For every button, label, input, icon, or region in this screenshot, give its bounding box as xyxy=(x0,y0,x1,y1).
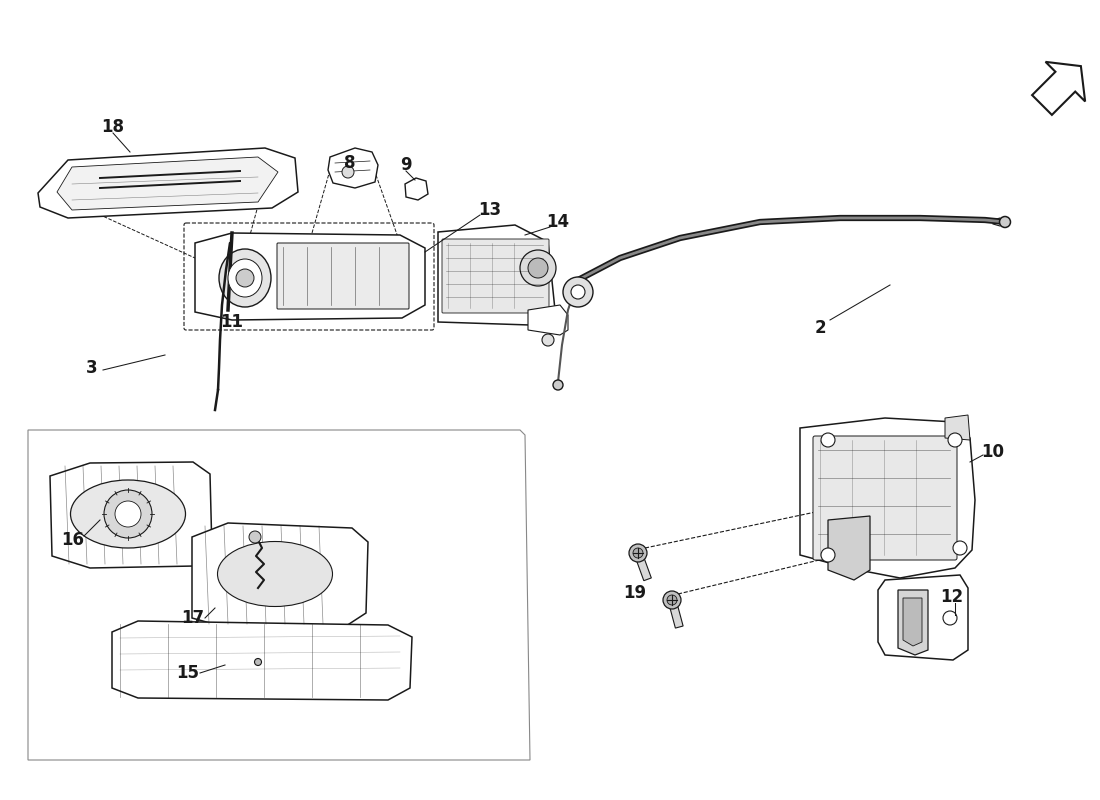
FancyBboxPatch shape xyxy=(277,243,409,309)
Circle shape xyxy=(563,277,593,307)
Circle shape xyxy=(249,531,261,543)
Circle shape xyxy=(663,591,681,609)
Circle shape xyxy=(542,334,554,346)
Circle shape xyxy=(1000,217,1011,227)
Circle shape xyxy=(528,258,548,278)
Polygon shape xyxy=(328,148,378,188)
Polygon shape xyxy=(800,418,975,578)
Ellipse shape xyxy=(70,480,186,548)
FancyBboxPatch shape xyxy=(442,239,549,313)
Circle shape xyxy=(632,548,644,558)
Text: 3: 3 xyxy=(86,359,98,377)
Polygon shape xyxy=(57,157,278,210)
Text: 12: 12 xyxy=(940,588,964,606)
Text: 9: 9 xyxy=(400,156,411,174)
Circle shape xyxy=(342,166,354,178)
Text: 18: 18 xyxy=(101,118,124,136)
Polygon shape xyxy=(828,516,870,580)
Polygon shape xyxy=(945,415,970,440)
Polygon shape xyxy=(39,148,298,218)
Circle shape xyxy=(948,433,962,447)
Polygon shape xyxy=(112,621,412,700)
Circle shape xyxy=(953,541,967,555)
Text: 11: 11 xyxy=(220,313,243,331)
Polygon shape xyxy=(405,178,428,200)
Polygon shape xyxy=(878,575,968,660)
Text: 17: 17 xyxy=(182,609,205,627)
Circle shape xyxy=(553,380,563,390)
Circle shape xyxy=(104,490,152,538)
Polygon shape xyxy=(898,590,928,655)
FancyBboxPatch shape xyxy=(813,436,957,560)
Polygon shape xyxy=(50,462,212,568)
Text: 10: 10 xyxy=(981,443,1004,461)
Polygon shape xyxy=(192,523,368,628)
Text: 2: 2 xyxy=(814,319,826,337)
Circle shape xyxy=(629,544,647,562)
Text: 19: 19 xyxy=(624,584,647,602)
Ellipse shape xyxy=(219,249,271,307)
Ellipse shape xyxy=(218,542,332,606)
Polygon shape xyxy=(528,305,568,335)
Circle shape xyxy=(821,433,835,447)
Text: 13: 13 xyxy=(478,201,502,219)
Circle shape xyxy=(254,658,262,666)
Circle shape xyxy=(571,285,585,299)
Polygon shape xyxy=(1032,62,1085,115)
Circle shape xyxy=(520,250,556,286)
Polygon shape xyxy=(28,430,530,760)
Circle shape xyxy=(821,548,835,562)
Circle shape xyxy=(116,501,141,527)
Text: 15: 15 xyxy=(176,664,199,682)
Polygon shape xyxy=(635,552,651,581)
Circle shape xyxy=(943,611,957,625)
Circle shape xyxy=(667,595,676,605)
Text: 16: 16 xyxy=(62,531,85,549)
Polygon shape xyxy=(438,225,556,325)
Ellipse shape xyxy=(228,259,262,297)
Polygon shape xyxy=(668,599,683,628)
Text: 8: 8 xyxy=(344,154,355,172)
Polygon shape xyxy=(903,598,922,646)
Polygon shape xyxy=(195,233,425,320)
Text: 14: 14 xyxy=(547,213,570,231)
Ellipse shape xyxy=(236,269,254,287)
